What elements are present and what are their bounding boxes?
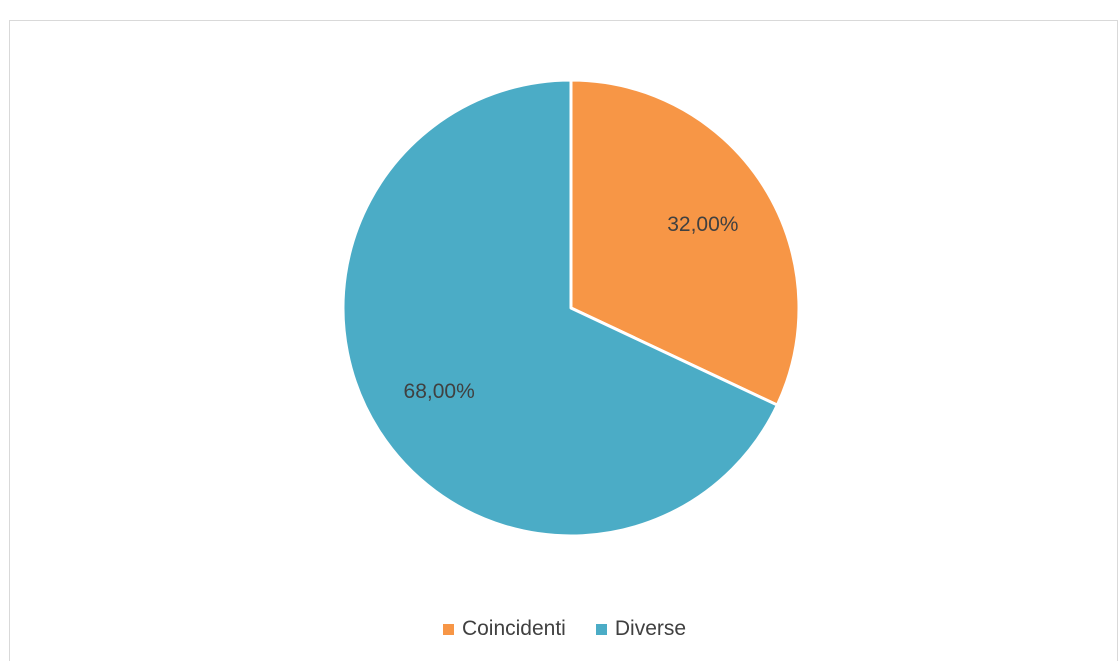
pie-slice-coincidenti: [569, 78, 801, 407]
legend-swatch-diverse: [595, 623, 607, 635]
pie-slice-diverse: [341, 78, 779, 538]
pie-chart: 32,00% 68,00%: [341, 78, 801, 538]
legend-label-coincidenti: Coincidenti: [461, 617, 566, 640]
chart-frame: 32,00% 68,00% Coincidenti Diverse: [9, 20, 1118, 661]
legend-item-coincidenti: Coincidenti: [442, 617, 566, 641]
legend: Coincidenti Diverse: [10, 617, 1119, 641]
data-label-coincidenti: 32,00%: [667, 213, 738, 236]
data-label-diverse: 68,00%: [404, 380, 475, 403]
legend-label-diverse: Diverse: [614, 617, 687, 640]
pie-data-labels: 32,00% 68,00%: [404, 213, 739, 403]
legend-item-diverse: Diverse: [595, 617, 687, 641]
pie-slices: [341, 78, 801, 538]
legend-swatch-coincidenti: [442, 623, 454, 635]
